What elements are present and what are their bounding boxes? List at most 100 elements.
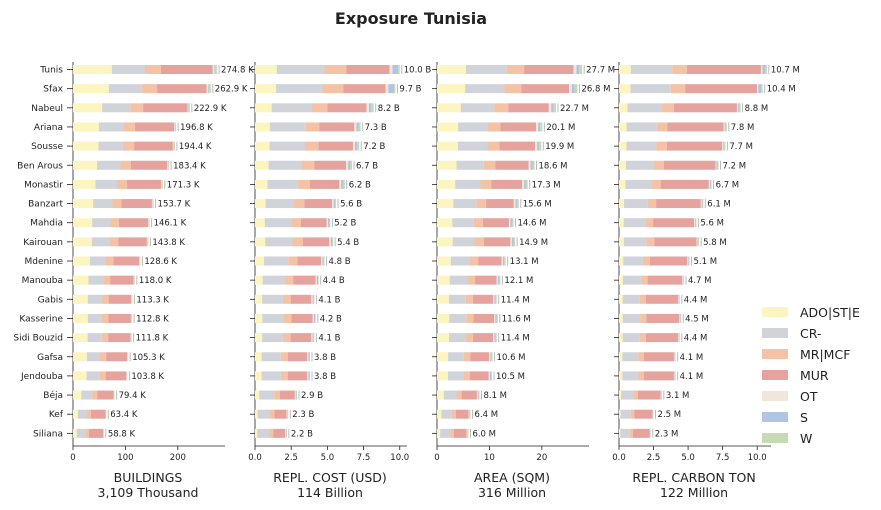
bar-segment-ado-st-e: [255, 160, 269, 170]
bar-total-label: 171.3 K: [167, 180, 200, 190]
bar-segment-mr-mcf: [116, 179, 127, 189]
bar-segment-w: [579, 65, 583, 74]
bar-segment-ado-st-e: [73, 275, 89, 285]
bar-total-label: 11.6 M: [502, 314, 531, 324]
bar-segment-ot: [294, 390, 296, 400]
bar-total-label: 4.8 B: [328, 257, 350, 267]
bar-total-label: 183.4 K: [173, 161, 206, 171]
bar-segment-ado-st-e: [73, 352, 87, 362]
bar-segment-cr-: [622, 313, 641, 323]
legend-label: OT: [800, 389, 818, 404]
bar-segment-mr-mcf: [92, 390, 98, 400]
bar-total-label: 222.9 K: [194, 104, 227, 114]
bar-total-label: 2.5 M: [658, 410, 682, 420]
bar-total-label: 13.1 M: [510, 257, 539, 267]
bar-segment-mr-mcf: [651, 179, 661, 189]
bar-segment-s: [490, 352, 492, 362]
category-label: Gabis: [38, 295, 64, 305]
bar-segment-cr-: [625, 179, 652, 189]
bar-segment-w: [504, 256, 506, 266]
bar-total-label: 194.4 K: [179, 142, 212, 152]
bar-segment-cr-: [89, 256, 107, 266]
bar-segment-ado-st-e: [437, 371, 449, 381]
bar-segment-s: [515, 199, 518, 209]
bar-segment-mur: [499, 141, 536, 151]
bar-segment-ot: [687, 256, 689, 266]
bar-segment-cr-: [264, 218, 292, 228]
bar-segment-ot: [677, 333, 679, 343]
bar-total-label: 7.3 B: [365, 123, 387, 133]
bar-segment-s: [537, 141, 540, 151]
x-tick-label: 10: [484, 453, 495, 463]
bar-segment-mur: [660, 179, 709, 189]
bar-segment-mr-mcf: [282, 333, 291, 343]
bar-total-label: 5.4 B: [337, 238, 359, 248]
bar-segment-ot: [708, 179, 710, 189]
bar-segment-mr-mcf: [463, 371, 471, 381]
bar-segment-s: [308, 371, 310, 381]
bar-segment-mr-mcf: [646, 237, 655, 247]
bar-total-label: 8.2 B: [378, 104, 400, 114]
bar-segment-ado-st-e: [619, 160, 626, 170]
bar-segment-mur: [524, 65, 574, 74]
bar-segment-mur: [453, 428, 467, 438]
bar-segment-mur: [495, 160, 529, 170]
bar-segment-w: [371, 103, 374, 113]
bar-segment-mr-mcf: [110, 218, 119, 228]
bar-segment-mr-mcf: [269, 409, 275, 419]
legend-label: MUR: [800, 368, 829, 383]
legend-label: MR|MCF: [800, 347, 850, 362]
bar-segment-mr-mcf: [504, 84, 522, 94]
bar-segment-ot: [352, 141, 356, 151]
bar-segment-cr-: [625, 160, 654, 170]
bar-segment-mur: [470, 352, 490, 362]
bar-segment-w: [152, 199, 154, 209]
bar-segment-ot: [569, 84, 572, 94]
category-label: Tunis: [39, 66, 63, 76]
bar-segment-mr-mcf: [639, 294, 646, 304]
bar-segment-ot: [522, 179, 525, 189]
bar-segment-mr-mcf: [322, 84, 344, 94]
x-tick-label: 0.0: [248, 453, 262, 463]
bar-total-label: 26.8 M: [581, 85, 610, 95]
bar-total-label: 17.3 M: [532, 180, 561, 190]
bar-segment-w: [309, 371, 311, 381]
bar-segment-cr-: [86, 352, 101, 362]
bar-segment-cr-: [76, 428, 86, 438]
x-tick-label: 0: [70, 453, 75, 463]
bar-segment-ado-st-e: [437, 103, 461, 113]
x-tick-label: 7.5: [716, 453, 730, 463]
bar-segment-ado-st-e: [255, 428, 258, 438]
bar-segment-s: [674, 371, 676, 381]
bar-segment-ot: [389, 65, 393, 74]
bar-segment-mur: [482, 218, 509, 228]
bar-segment-mur: [105, 371, 127, 381]
bar-segment-w: [131, 294, 133, 304]
bar-segment-mur: [274, 409, 287, 419]
bar-segment-ot: [385, 84, 389, 94]
legend-swatch: [762, 349, 788, 359]
bar-segment-s: [477, 390, 479, 400]
bar-segment-w: [188, 103, 190, 113]
bar-segment-ot: [496, 275, 498, 285]
bar-segment-cr-: [449, 275, 468, 285]
bar-segment-ado-st-e: [437, 160, 457, 170]
bar-segment-ot: [174, 122, 175, 132]
bar-segment-w: [467, 428, 469, 438]
legend-swatch: [762, 370, 788, 380]
bar-segment-s: [174, 122, 176, 132]
x-axis-label: BUILDINGS: [114, 470, 183, 485]
bar-total-label: 4.1 M: [680, 353, 704, 363]
bar-total-label: 5.1 M: [693, 257, 717, 267]
bar-segment-w: [761, 84, 763, 94]
bar-segment-mr-mcf: [465, 294, 473, 304]
bar-total-label: 105.3 K: [132, 353, 165, 363]
bar-segment-ado-st-e: [619, 84, 631, 94]
bar-segment-cr-: [276, 65, 325, 74]
bar-total-label: 2.9 B: [301, 391, 323, 401]
bar-segment-w: [553, 103, 556, 113]
bar-segment-s: [328, 218, 330, 228]
category-label: Ben Arous: [17, 161, 63, 171]
bar-segment-mr-mcf: [670, 84, 686, 94]
